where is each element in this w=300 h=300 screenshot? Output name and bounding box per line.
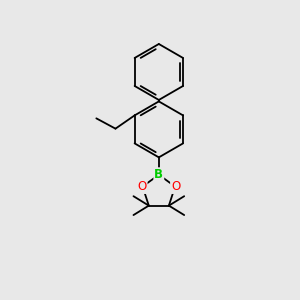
Text: O: O [137, 180, 147, 193]
Text: O: O [171, 180, 180, 193]
Text: B: B [154, 168, 163, 181]
